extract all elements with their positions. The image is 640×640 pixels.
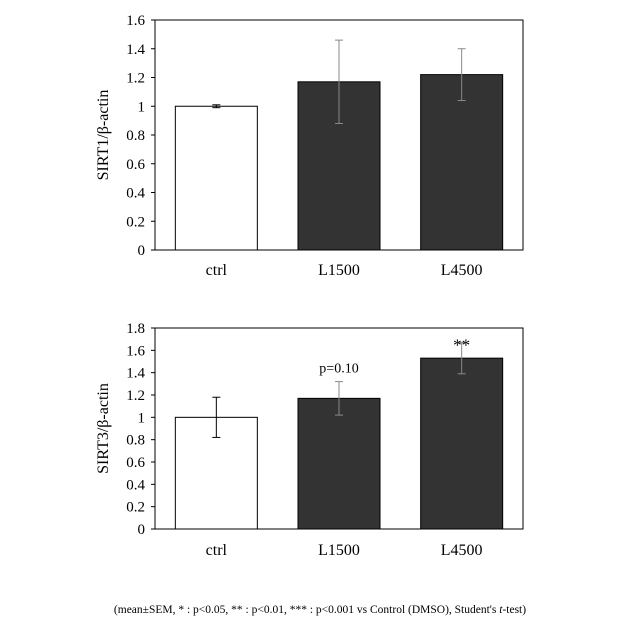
y-axis-label: SIRT3/β-actin (95, 383, 112, 474)
y-tick-label: 0.4 (126, 186, 145, 202)
y-tick-label: 1 (138, 99, 146, 115)
y-tick-label: 0 (138, 522, 146, 538)
y-tick-label: 1.4 (126, 42, 145, 58)
bar-ctrl (175, 106, 257, 250)
p-value-annotation: p=0.10 (319, 362, 358, 377)
y-tick-label: 0.2 (126, 214, 145, 230)
y-tick-label: 0.6 (126, 157, 145, 173)
y-tick-label: 1.4 (126, 366, 145, 382)
y-tick-label: 0 (138, 243, 146, 259)
category-label-l1500: L1500 (318, 542, 360, 559)
category-label-ctrl: ctrl (206, 262, 228, 279)
y-axis-label: SIRT1/β-actin (95, 90, 112, 181)
footnote-text: (mean±SEM, * : p<0.05, ** : p<0.01, *** … (114, 604, 499, 616)
category-label-l4500: L4500 (441, 542, 483, 559)
y-tick-label: 1.2 (126, 71, 145, 87)
category-label-l4500: L4500 (441, 262, 483, 279)
chart-sirt3: 0 0.2 0.4 0.6 0.8 1 1.2 1.4 1.6 1.8 SIRT3/β-actin c… (95, 321, 523, 559)
y-tick-label: 0.2 (126, 500, 145, 516)
y-tick-label: 0.4 (126, 477, 145, 493)
significance-stars: ** (453, 336, 470, 355)
y-tick-label: 1.2 (126, 388, 145, 404)
chart-sirt1: 0 0.2 0.4 0.6 0.8 1 1.2 1.4 1.6 SIRT1/β-actin ctrl… (95, 13, 523, 279)
category-label-l1500: L1500 (318, 262, 360, 279)
footnote: (mean±SEM, * : p<0.05, ** : p<0.01, *** … (0, 604, 640, 616)
y-tick-label: 1 (138, 410, 146, 426)
category-label-ctrl: ctrl (206, 542, 228, 559)
y-tick-label: 0.8 (126, 433, 145, 449)
y-tick-label: 1.6 (126, 13, 145, 29)
y-tick-label: 1.6 (126, 343, 145, 359)
bar-l1500 (298, 398, 380, 529)
y-tick-label: 0.6 (126, 455, 145, 471)
y-tick-label: 0.8 (126, 128, 145, 144)
bar-l4500 (421, 358, 503, 529)
footnote-text-end: -test) (502, 604, 526, 616)
y-tick-label: 1.8 (126, 321, 145, 337)
